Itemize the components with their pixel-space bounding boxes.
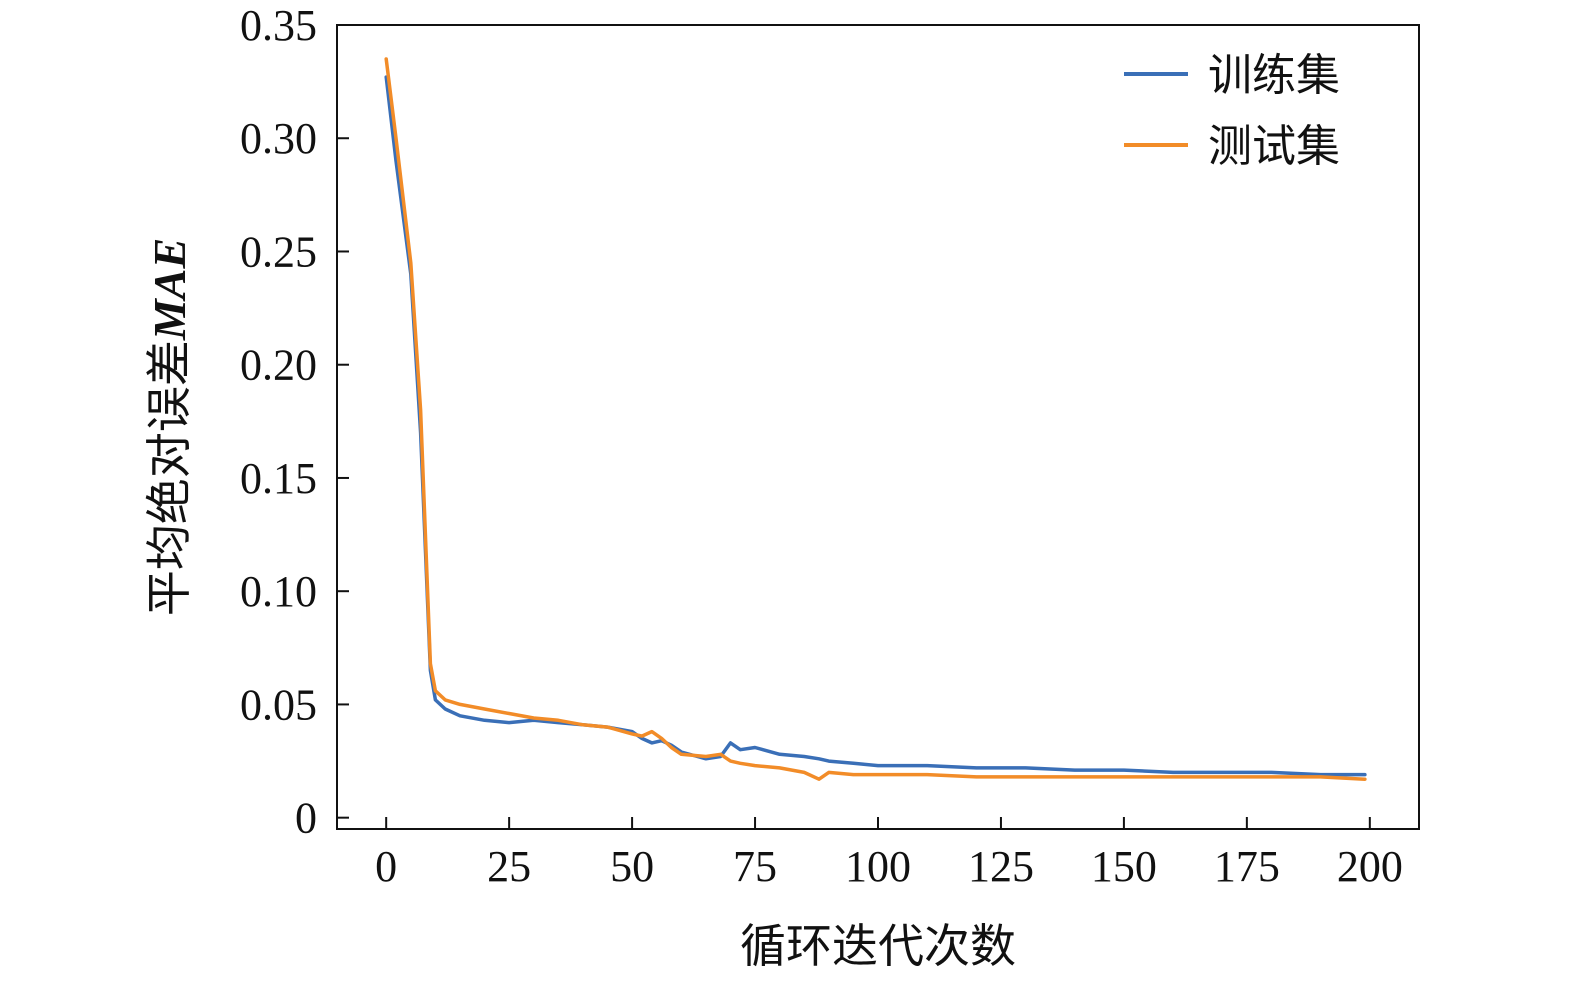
x-tick-label: 150: [1091, 842, 1157, 891]
y-tick-label: 0.30: [240, 114, 317, 163]
x-axis-title: 循环迭代次数: [740, 919, 1016, 973]
y-axis-title: 平均绝对误差MAE: [142, 238, 196, 616]
legend-label-test: 测试集: [1208, 121, 1340, 172]
series-layer: [384, 57, 1367, 781]
y-tick-label: 0.35: [240, 1, 317, 50]
y-tick-label: 0: [295, 794, 317, 843]
x-tick-label: 25: [487, 842, 531, 891]
x-axis: 0 25 50 75 100 125 150 175 200: [375, 817, 1403, 891]
series-line-0: [384, 75, 1367, 777]
y-tick-label: 0.20: [240, 341, 317, 390]
svg-text:平均绝对误差MAE: 平均绝对误差MAE: [142, 238, 196, 616]
y-tick-label: 0.25: [240, 227, 317, 276]
x-tick-label: 175: [1214, 842, 1280, 891]
y-tick-label: 0.10: [240, 567, 317, 616]
x-tick-label: 100: [845, 842, 911, 891]
y-axis: 0 0.05 0.10 0.15 0.20 0.25 0.30 0.35: [240, 1, 349, 843]
x-tick-label: 50: [610, 842, 654, 891]
legend-label-train: 训练集: [1208, 50, 1340, 101]
legend: 训练集 测试集: [1124, 50, 1340, 172]
y-axis-title-metric: MAE: [144, 238, 195, 341]
x-tick-label: 75: [733, 842, 777, 891]
y-axis-title-text: 平均绝对误差: [142, 340, 196, 616]
x-tick-label: 125: [968, 842, 1034, 891]
x-tick-label: 0: [375, 842, 397, 891]
x-tick-label: 200: [1337, 842, 1403, 891]
y-tick-label: 0.05: [240, 680, 317, 729]
series-line-1: [384, 57, 1367, 781]
y-tick-label: 0.15: [240, 454, 317, 503]
